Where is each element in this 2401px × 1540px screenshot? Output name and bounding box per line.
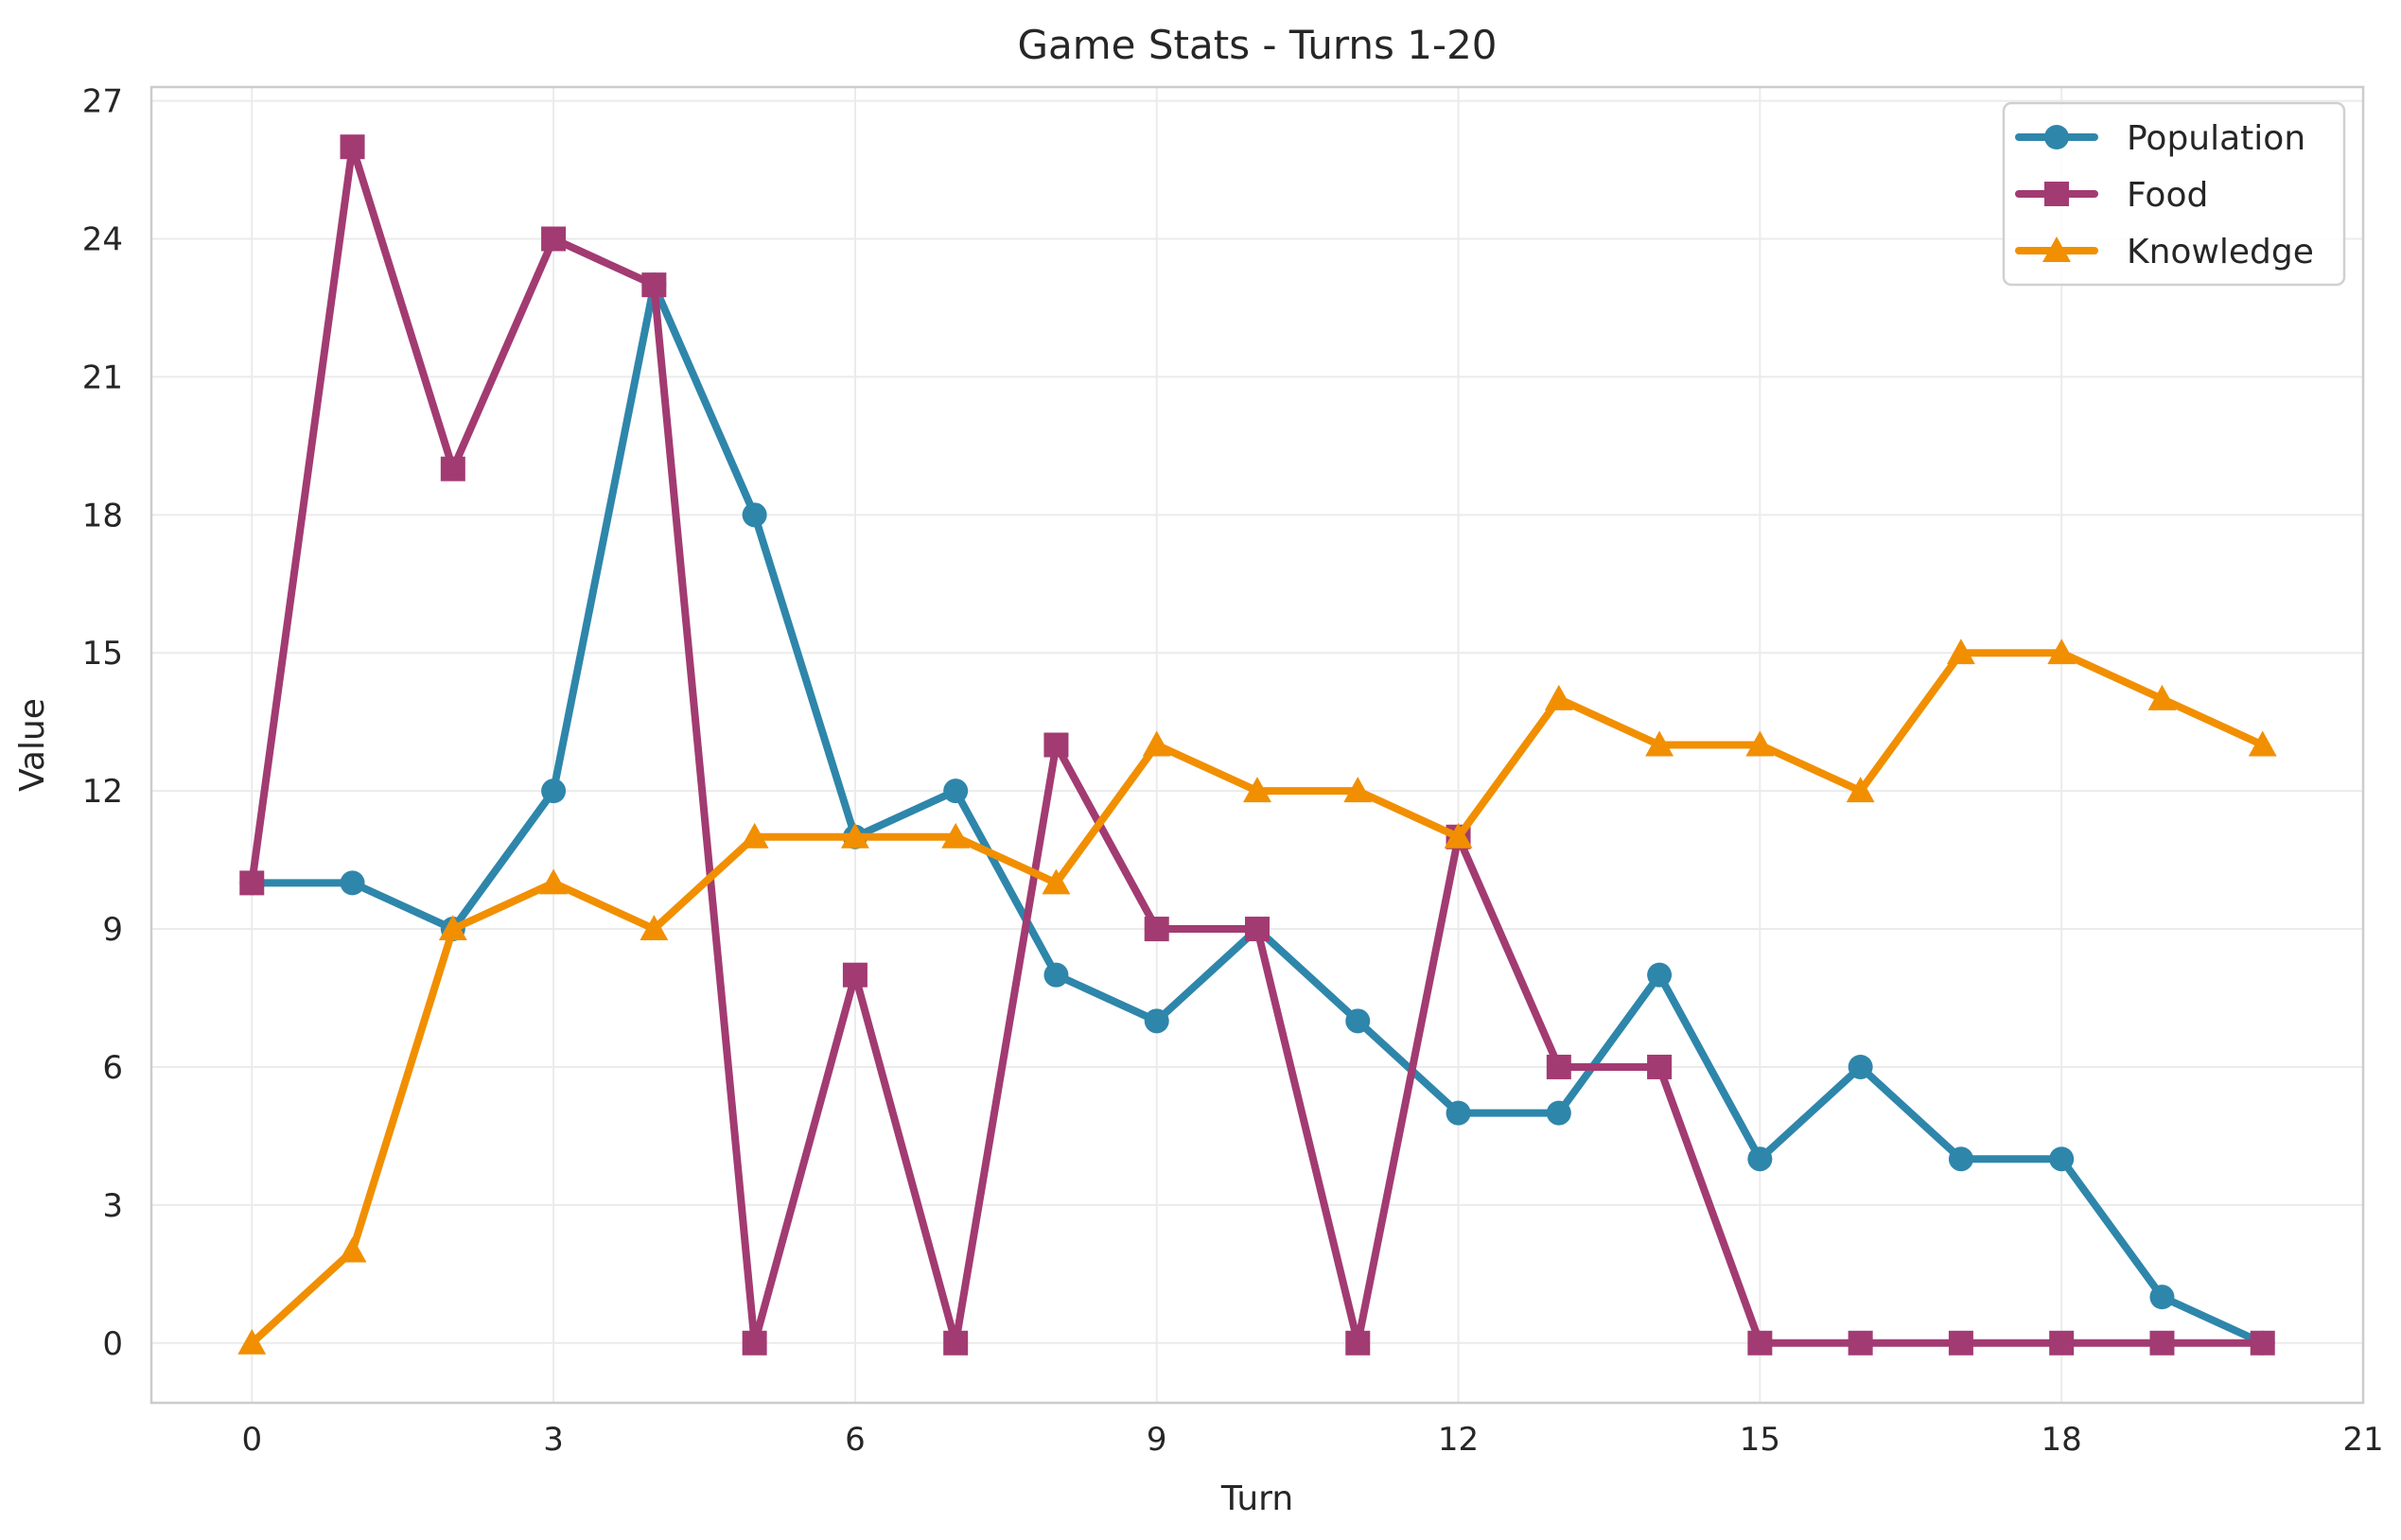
legend-marker-food [2044,182,2069,206]
x-tick-label: 15 [1740,1421,1780,1459]
food-point [1245,917,1270,942]
y-tick-label: 24 [82,221,123,259]
x-tick-label: 12 [1438,1421,1479,1459]
food-point [2149,1330,2175,1356]
y-tick-label: 18 [82,497,123,534]
x-tick-label: 21 [2342,1421,2383,1459]
legend-label-knowledge: Knowledge [2127,233,2314,271]
knowledge-point [438,915,467,941]
food-point [340,134,365,160]
knowledge-point [338,1236,367,1263]
knowledge-point [941,822,971,849]
food-point [1747,1330,1773,1356]
food-point [641,272,667,298]
knowledge-point [740,822,769,849]
axis-ticks: 0 3 6 9 12 15 18 21 0 3 6 9 12 15 18 21 24 27 [82,83,2384,1459]
x-axis-label: Turn [1220,1479,1293,1518]
food-point [1546,1054,1571,1079]
knowledge-point [539,868,569,895]
food-point [1345,1330,1371,1356]
knowledge-point [1846,777,1875,803]
population-point [541,779,567,804]
population-point [1948,1146,1973,1172]
population-point [742,502,767,528]
food-point [2049,1330,2075,1356]
population-point [943,779,969,804]
legend-label-population: Population [2127,119,2305,158]
knowledge-point [1343,777,1373,803]
x-tick-label: 0 [241,1421,262,1459]
food-point [1948,1330,1973,1356]
legend-entry-population: Population [2015,119,2305,158]
knowledge-point [1745,730,1775,757]
x-tick-label: 18 [2042,1421,2082,1459]
legend-box [2002,101,2346,287]
series [237,134,2277,1356]
knowledge-point [2147,684,2177,710]
series-knowledge [237,639,2277,1355]
legend-label-food: Food [2127,176,2208,215]
y-tick-label: 9 [102,911,123,949]
legend-entry-knowledge: Knowledge [2015,233,2314,271]
knowledge-point [2248,730,2277,757]
knowledge-point [1544,684,1573,710]
knowledge-point [1042,868,1071,895]
food-point [1144,917,1169,942]
food-point [943,1330,969,1356]
population-point [340,870,365,896]
y-tick-label: 15 [82,635,123,673]
knowledge-point [1645,730,1674,757]
knowledge-point [1243,777,1271,803]
legend-marker-population [2044,125,2069,149]
food-point [2250,1330,2275,1356]
x-tick-label: 6 [845,1421,866,1459]
legend-entry-food: Food [2015,176,2208,215]
food-point [1647,1054,1673,1079]
food-point [842,962,868,988]
y-tick-label: 0 [102,1325,123,1363]
legend: Population Food Knowledge [2002,101,2346,287]
population-point [1144,1008,1169,1034]
knowledge-point [840,822,869,849]
knowledge-point [2047,639,2077,665]
y-axis-label: Value [13,698,52,792]
y-tick-label: 6 [102,1049,123,1087]
y-tick-label: 21 [82,359,123,396]
chart-title: Game Stats - Turns 1-20 [1017,22,1497,68]
population-point [1647,962,1673,988]
plot-frame [149,85,2365,1405]
food-point [440,456,465,481]
knowledge-point [1946,639,1975,665]
food-point [742,1330,767,1356]
knowledge-point [640,915,669,941]
y-tick-label: 27 [82,83,123,121]
population-point [2149,1285,2175,1310]
population-point [1747,1146,1773,1172]
food-point [1043,732,1069,758]
x-tick-label: 3 [543,1421,564,1459]
food-point [239,870,265,896]
knowledge-point [237,1328,267,1355]
population-point [1446,1100,1471,1126]
knowledge-point [1444,822,1473,849]
food-point [1848,1330,1873,1356]
x-tick-label: 9 [1147,1421,1167,1459]
population-point [1546,1100,1571,1126]
y-tick-label: 3 [102,1187,123,1225]
knowledge-point [1142,730,1171,757]
population-point [1848,1054,1873,1079]
food-point [541,226,567,252]
legend-marker-knowledge [2042,236,2071,262]
y-tick-label: 12 [82,773,123,811]
population-point [1345,1008,1371,1034]
population-point [1043,962,1069,988]
population-point [2049,1146,2075,1172]
